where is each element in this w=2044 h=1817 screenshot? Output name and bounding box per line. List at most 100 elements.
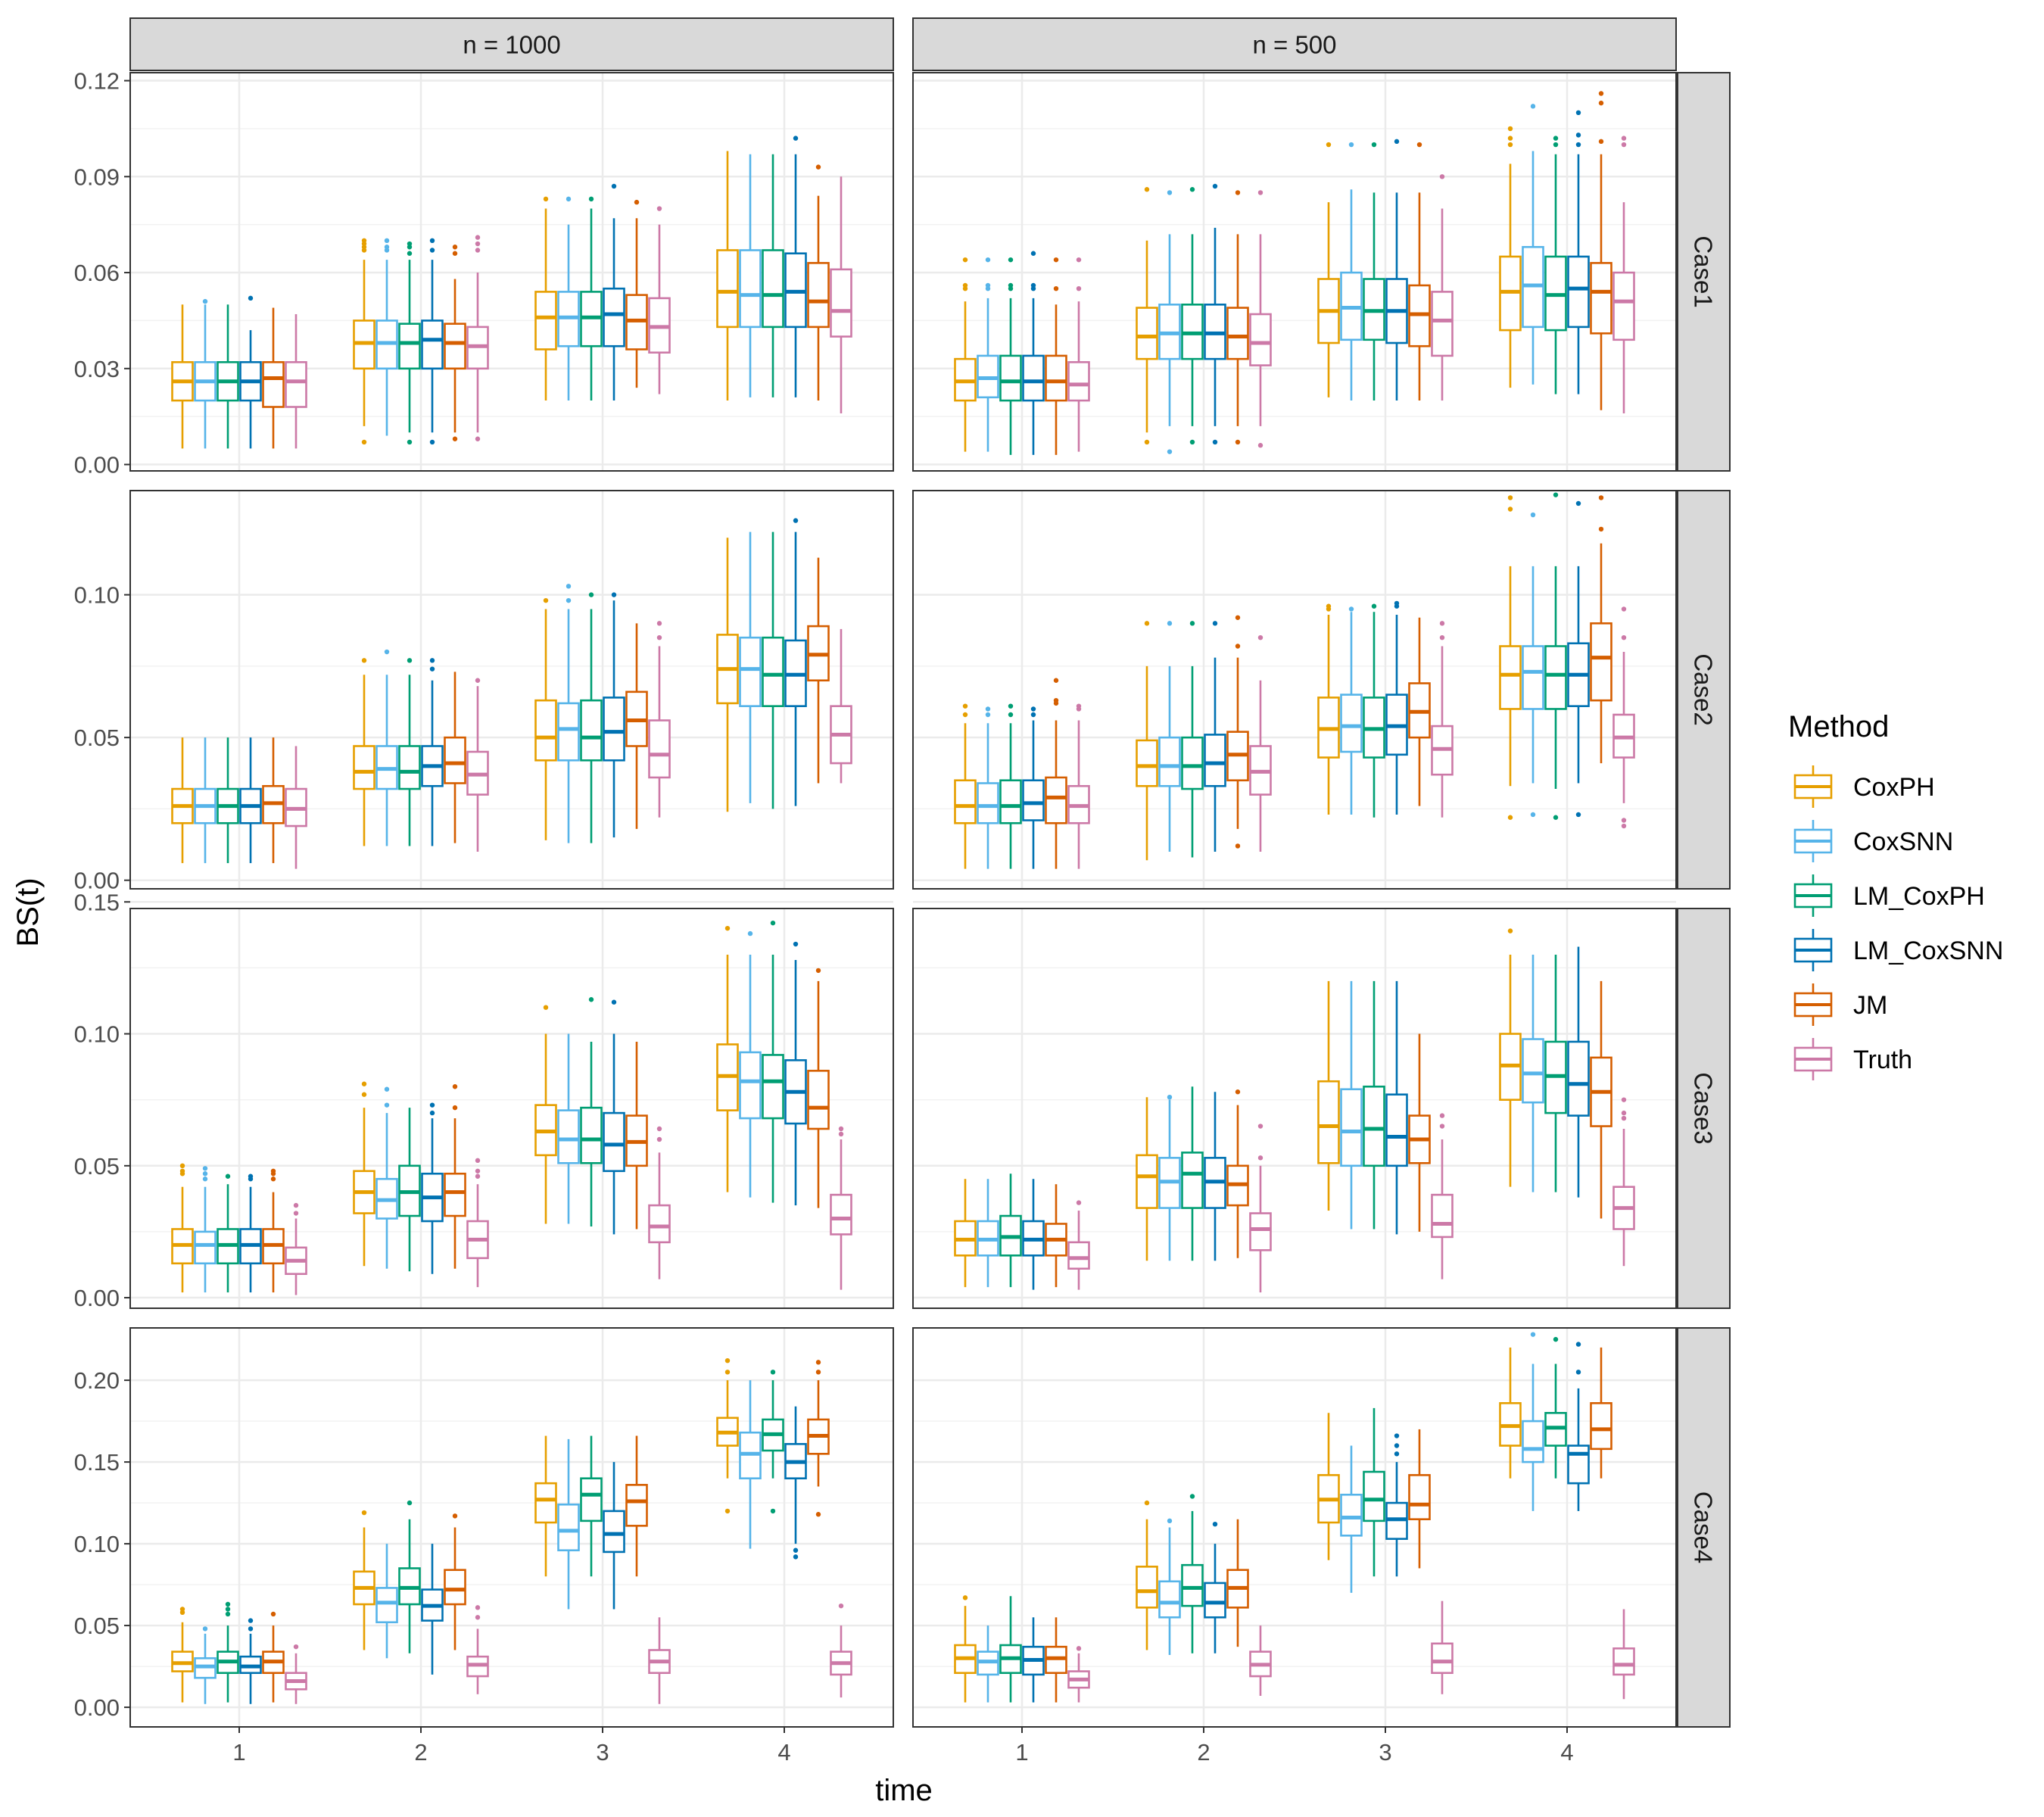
- outlier-point: [1144, 439, 1150, 445]
- outlier-point: [793, 1547, 799, 1553]
- box-body: [1385, 1093, 1408, 1167]
- box-body: [580, 1106, 603, 1164]
- box-lm-coxph-t1: [217, 304, 239, 449]
- legend-item-truth: Truth: [1793, 1038, 1912, 1080]
- outlier-point: [1008, 712, 1014, 718]
- box-body: [739, 249, 762, 329]
- box-coxsnn-t2: [1158, 621, 1181, 852]
- y-tick-label: 0.05: [74, 1153, 120, 1180]
- box-coxsnn-t4: [1522, 954, 1544, 1192]
- outlier-point: [1053, 285, 1059, 291]
- box-truth-t4: [830, 1126, 852, 1290]
- outlier-point: [384, 245, 390, 250]
- outlier-point: [452, 251, 458, 256]
- outlier-point: [566, 597, 572, 603]
- outlier-point: [1212, 1521, 1218, 1527]
- box-body: [807, 262, 830, 329]
- box-jm-t2: [1226, 615, 1249, 849]
- outlier-point: [429, 1110, 435, 1116]
- outlier-point: [225, 1607, 231, 1612]
- box-body: [603, 697, 625, 762]
- outlier-point: [962, 257, 968, 263]
- box-truth-t2: [1249, 1124, 1272, 1293]
- box-truth-t3: [1431, 1113, 1454, 1279]
- box-coxsnn-t4: [739, 1380, 762, 1549]
- box-coxph-t2: [1136, 621, 1158, 861]
- outlier-point: [293, 1644, 299, 1650]
- box-coxph-t3: [534, 196, 557, 401]
- box-lm-coxph-t3: [1363, 980, 1385, 1230]
- legend: Method CoxPH CoxSNN LM_CoxPH LM_CoxSNN JM Tru…: [1788, 710, 2003, 1080]
- legend-item-coxsnn: CoxSNN: [1793, 820, 1953, 862]
- outlier-point: [1053, 678, 1059, 683]
- box-body: [830, 268, 852, 338]
- box-truth-t2: [1249, 1625, 1272, 1696]
- box-body: [1204, 734, 1226, 787]
- outlier-point: [1257, 190, 1263, 195]
- box-jm-t4: [807, 1360, 830, 1517]
- y-tick-label: 0.00: [74, 1285, 120, 1311]
- box-lm-coxsnn-t4: [784, 941, 807, 1206]
- box-coxsnn-t2: [375, 1544, 398, 1659]
- box-lm-coxsnn-t4: [1567, 946, 1590, 1198]
- box-coxph-t1: [171, 1163, 194, 1293]
- outlier-point: [566, 196, 572, 202]
- box-lm-coxph-t1: [999, 257, 1022, 455]
- box-body: [1612, 271, 1635, 341]
- outlier-point: [1575, 132, 1581, 138]
- box-truth-t3: [1431, 621, 1454, 818]
- box-coxsnn-t4: [1522, 104, 1544, 385]
- box-lm-coxph-t3: [580, 997, 603, 1226]
- box-body: [1136, 1154, 1158, 1209]
- facet-strip-right: [1677, 490, 1731, 890]
- outlier-point: [361, 1081, 367, 1086]
- panel-border: [912, 490, 1677, 890]
- facet-column-label: n = 500: [1252, 31, 1336, 59]
- outlier-point: [1507, 136, 1513, 141]
- outlier-point: [248, 1618, 254, 1623]
- box-lm-coxsnn-t3: [1385, 139, 1408, 401]
- outlier-point: [1076, 257, 1082, 263]
- box-coxph-t4: [716, 1357, 739, 1514]
- outlier-point: [475, 1168, 481, 1173]
- outlier-point: [1598, 495, 1604, 500]
- outlier-point: [1530, 1332, 1536, 1337]
- outlier-point: [566, 584, 572, 589]
- box-jm-t3: [625, 623, 648, 829]
- box-body: [262, 361, 285, 408]
- outlier-point: [1144, 621, 1150, 626]
- outlier-point: [770, 920, 776, 926]
- facet-column-label: n = 1000: [463, 31, 560, 59]
- box-body: [1590, 622, 1612, 702]
- outlier-point: [1598, 139, 1604, 145]
- box-lm-coxph-t2: [1181, 1494, 1204, 1653]
- box-body: [1045, 776, 1067, 824]
- outlier-point: [475, 436, 481, 441]
- box-jm-t1: [1045, 678, 1067, 869]
- facet-strip-right: [1677, 72, 1731, 472]
- box-coxsnn-t4: [1522, 512, 1544, 818]
- outlier-point: [248, 295, 254, 301]
- legend-title: Method: [1788, 710, 1889, 743]
- outlier-point: [407, 658, 413, 663]
- box-coxph-t1: [171, 1607, 194, 1703]
- outlier-point: [1371, 603, 1377, 609]
- outlier-point: [1507, 495, 1513, 500]
- box-coxph-t4: [1499, 126, 1522, 388]
- outlier-point: [1439, 1124, 1445, 1129]
- outlier-point: [611, 183, 617, 189]
- box-body: [1590, 1402, 1612, 1451]
- outlier-point: [1053, 697, 1059, 703]
- outlier-point: [724, 1357, 731, 1364]
- box-body: [444, 1172, 466, 1217]
- panel-r2-c2: [912, 490, 1677, 890]
- outlier-point: [202, 1166, 208, 1171]
- box-body: [1317, 1080, 1340, 1164]
- facet-strip-right: [1677, 908, 1731, 1309]
- box-truth-t1: [285, 746, 307, 869]
- box-coxph-t1: [954, 1179, 977, 1288]
- box-coxsnn-t1: [194, 1166, 217, 1293]
- box-coxsnn-t1: [194, 1626, 217, 1704]
- box-body: [1544, 645, 1567, 710]
- box-body: [762, 249, 784, 329]
